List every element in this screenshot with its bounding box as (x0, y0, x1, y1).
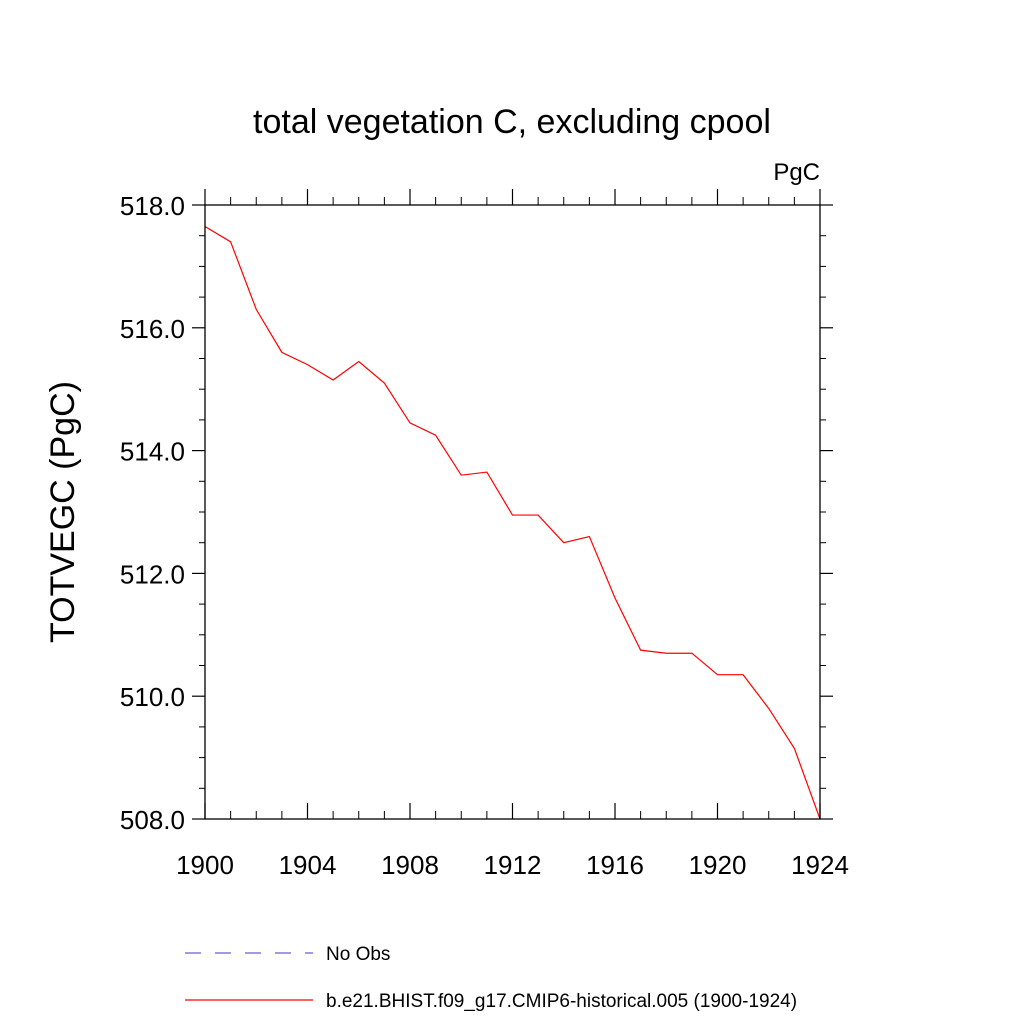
chart-title: total vegetation C, excluding cpool (253, 103, 771, 141)
x-tick-label: 1916 (586, 850, 644, 880)
axis-ticks (192, 189, 833, 820)
x-tick-label: 1904 (279, 850, 337, 880)
axis-tick-labels: 1900 1904 1908 1912 1916 1920 1924 508.0 510.0 51… (120, 191, 849, 880)
x-tick-label: 1924 (791, 850, 849, 880)
series-line-1 (204, 225, 821, 820)
units-label: PgC (773, 159, 820, 186)
y-axis-label: TOTVEGC (PgC) (44, 381, 82, 643)
x-tick-label: 1912 (484, 850, 542, 880)
x-tick-label: 1908 (381, 850, 439, 880)
y-tick-label: 508.0 (120, 805, 185, 835)
legend: No Obs b.e21.BHIST.f09_g17.CMIP6-historic… (185, 944, 797, 1012)
y-tick-label: 516.0 (120, 314, 185, 344)
x-tick-label: 1900 (176, 850, 234, 880)
plot-frame (204, 204, 821, 820)
series-lines (204, 225, 821, 820)
legend-label-0: No Obs (326, 944, 390, 965)
x-tick-label: 1920 (689, 850, 747, 880)
y-tick-label: 510.0 (120, 682, 185, 712)
y-tick-label: 514.0 (120, 437, 185, 467)
y-tick-label: 512.0 (120, 559, 185, 589)
y-tick-label: 518.0 (120, 191, 185, 221)
legend-label-1: b.e21.BHIST.f09_g17.CMIP6-historical.005… (326, 991, 797, 1012)
